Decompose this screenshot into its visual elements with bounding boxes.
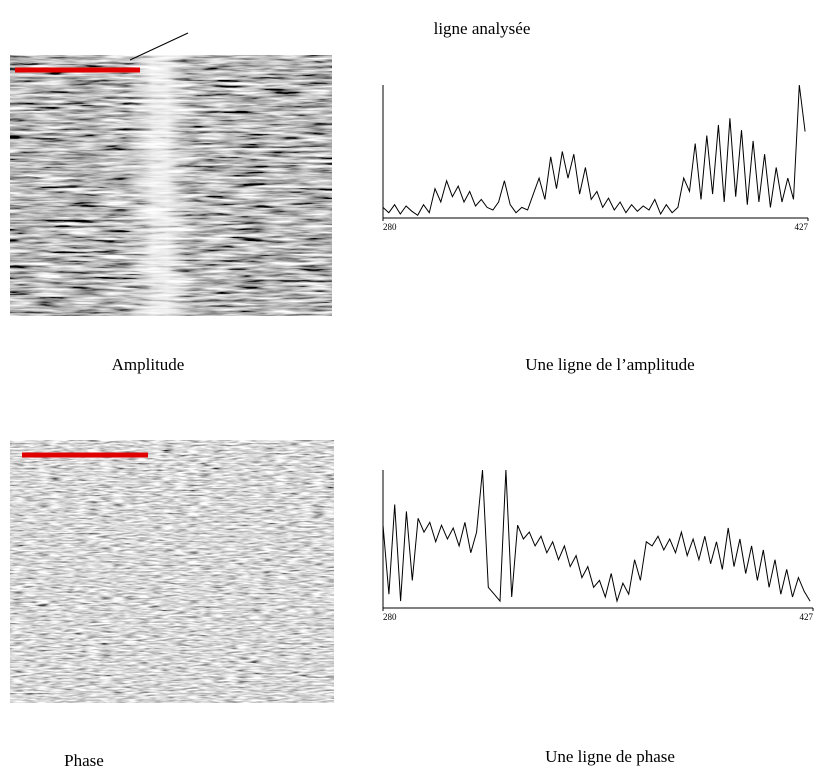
caption: Une ligne de l’amplitude	[525, 355, 694, 374]
leader-line	[129, 32, 189, 61]
phase-image	[10, 440, 334, 703]
caption: Une ligne de phase	[545, 747, 675, 766]
line	[382, 84, 806, 217]
annotation: ligne analysée	[434, 19, 531, 38]
caption: Phase	[64, 751, 104, 770]
x-tick-label: 280	[383, 222, 397, 232]
x-tick-label: 427	[795, 222, 809, 232]
amplitude-image	[10, 55, 332, 316]
x-tick-label: 427	[800, 612, 814, 622]
caption: Amplitude	[112, 355, 185, 374]
x-tick-label: 280	[383, 612, 397, 622]
line	[382, 469, 811, 604]
